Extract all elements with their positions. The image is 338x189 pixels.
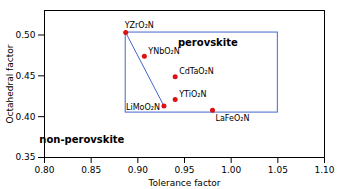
svg-text:YTiO₂N: YTiO₂N xyxy=(178,90,206,99)
svg-text:0.45: 0.45 xyxy=(15,71,35,81)
svg-text:CdTaO₂N: CdTaO₂N xyxy=(179,67,214,76)
svg-text:LiMoO₂N: LiMoO₂N xyxy=(126,103,160,112)
svg-text:0.40: 0.40 xyxy=(15,112,35,122)
svg-text:1.10: 1.10 xyxy=(314,165,334,175)
svg-text:0.90: 0.90 xyxy=(128,165,148,175)
svg-text:perovskite: perovskite xyxy=(178,37,238,48)
svg-text:LaFeO₂N: LaFeO₂N xyxy=(216,114,250,123)
svg-text:0.50: 0.50 xyxy=(15,30,35,40)
svg-text:0.80: 0.80 xyxy=(34,165,54,175)
svg-text:1.00: 1.00 xyxy=(221,165,241,175)
svg-text:non-perovskite: non-perovskite xyxy=(39,134,124,145)
svg-text:1.05: 1.05 xyxy=(268,165,288,175)
svg-text:YNbO₂N: YNbO₂N xyxy=(147,47,179,56)
svg-text:0.85: 0.85 xyxy=(81,165,101,175)
svg-text:0.35: 0.35 xyxy=(15,152,35,162)
svg-text:Tolerance factor: Tolerance factor xyxy=(147,178,220,188)
svg-text:YZrO₂N: YZrO₂N xyxy=(124,21,154,30)
svg-text:Octahedral factor: Octahedral factor xyxy=(5,44,15,123)
svg-text:0.95: 0.95 xyxy=(174,165,194,175)
